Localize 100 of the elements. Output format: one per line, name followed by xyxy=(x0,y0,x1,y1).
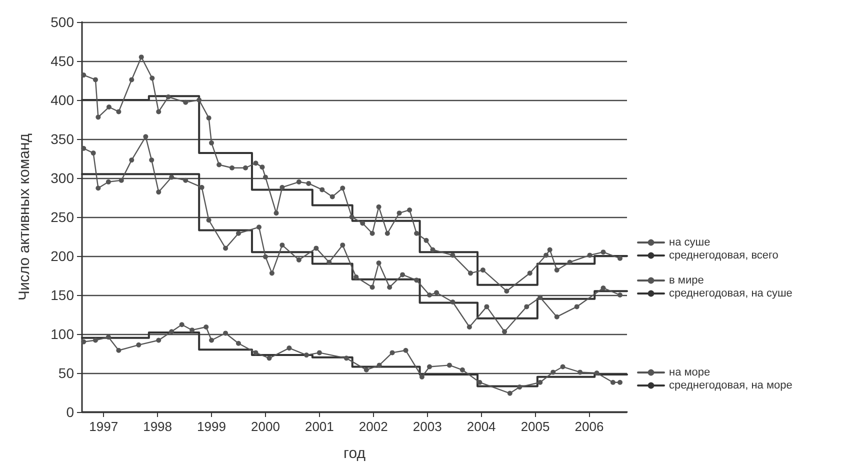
point xyxy=(617,380,622,385)
point xyxy=(550,370,556,375)
point xyxy=(390,350,395,356)
point xyxy=(169,329,174,334)
point xyxy=(326,260,332,265)
point xyxy=(316,350,322,356)
point xyxy=(600,285,606,290)
legend-label: среднегодовая, на суше xyxy=(669,288,792,300)
point xyxy=(269,270,274,276)
point xyxy=(92,338,98,343)
point xyxy=(468,270,474,276)
point xyxy=(190,328,195,333)
point xyxy=(206,115,212,120)
point xyxy=(183,100,188,105)
point xyxy=(419,374,424,380)
point xyxy=(156,109,162,114)
point xyxy=(260,164,265,170)
point xyxy=(129,77,134,82)
point xyxy=(92,77,98,82)
point xyxy=(243,165,248,170)
point xyxy=(477,380,482,385)
point xyxy=(450,300,456,305)
point xyxy=(427,292,432,298)
point xyxy=(407,207,412,212)
point xyxy=(209,140,214,146)
point xyxy=(594,370,600,376)
point xyxy=(196,98,202,102)
point xyxy=(81,339,86,344)
point xyxy=(169,174,174,180)
point xyxy=(223,330,228,336)
point xyxy=(253,160,258,166)
point xyxy=(349,214,354,220)
point xyxy=(567,260,572,265)
point xyxy=(320,187,325,192)
legend-label: среднегодовая, всего xyxy=(669,250,778,262)
point xyxy=(156,338,162,343)
y-tick-label: 500 xyxy=(50,14,74,30)
x-tick-label: 2001 xyxy=(304,419,334,434)
point xyxy=(524,304,530,310)
legend-label: в мире xyxy=(669,274,704,286)
point xyxy=(116,109,122,114)
point xyxy=(560,364,566,370)
point xyxy=(81,146,86,151)
point xyxy=(149,158,154,163)
point xyxy=(90,150,96,156)
point xyxy=(274,210,279,216)
point xyxy=(370,284,375,290)
point xyxy=(262,174,268,180)
point xyxy=(450,252,456,258)
point xyxy=(403,348,408,353)
point xyxy=(304,352,309,358)
point xyxy=(206,218,212,223)
y-tick-label: 150 xyxy=(50,287,74,303)
x-tick-label: 1999 xyxy=(197,419,226,434)
x-tick-label: 2006 xyxy=(574,419,604,434)
point xyxy=(156,190,162,195)
point xyxy=(617,256,622,261)
legend-label: на море xyxy=(669,366,710,378)
point xyxy=(216,162,222,168)
y-tick-label: 250 xyxy=(50,209,74,225)
y-tick-label: 0 xyxy=(66,404,74,420)
point xyxy=(527,270,532,276)
point xyxy=(578,370,583,375)
point xyxy=(266,356,272,361)
point xyxy=(340,186,346,191)
point xyxy=(296,257,302,262)
point xyxy=(106,179,111,184)
point xyxy=(96,186,101,191)
legend-label: на суше xyxy=(669,236,710,248)
point xyxy=(414,278,420,283)
point xyxy=(306,180,312,186)
point xyxy=(230,165,235,170)
point xyxy=(544,252,549,258)
point xyxy=(280,184,285,190)
point xyxy=(81,72,86,78)
point xyxy=(427,364,432,370)
point xyxy=(106,334,111,340)
point xyxy=(96,114,101,120)
point xyxy=(138,54,144,60)
point xyxy=(554,314,560,320)
y-axis-title: Число активных команд xyxy=(16,133,33,301)
point xyxy=(547,247,552,252)
point xyxy=(340,242,346,248)
x-tick-label: 2004 xyxy=(466,419,496,434)
point xyxy=(236,340,241,346)
point xyxy=(434,290,440,296)
point xyxy=(143,134,148,140)
point xyxy=(396,210,402,216)
x-tick-label: 2000 xyxy=(251,419,280,434)
point xyxy=(610,380,616,385)
point xyxy=(587,252,592,258)
point xyxy=(370,230,375,236)
point xyxy=(280,242,285,248)
point xyxy=(507,390,512,396)
point xyxy=(538,294,543,300)
y-tick-label: 300 xyxy=(50,170,74,186)
x-axis-title: год xyxy=(344,445,366,462)
point xyxy=(166,94,171,100)
point xyxy=(199,184,204,190)
point xyxy=(262,254,268,260)
